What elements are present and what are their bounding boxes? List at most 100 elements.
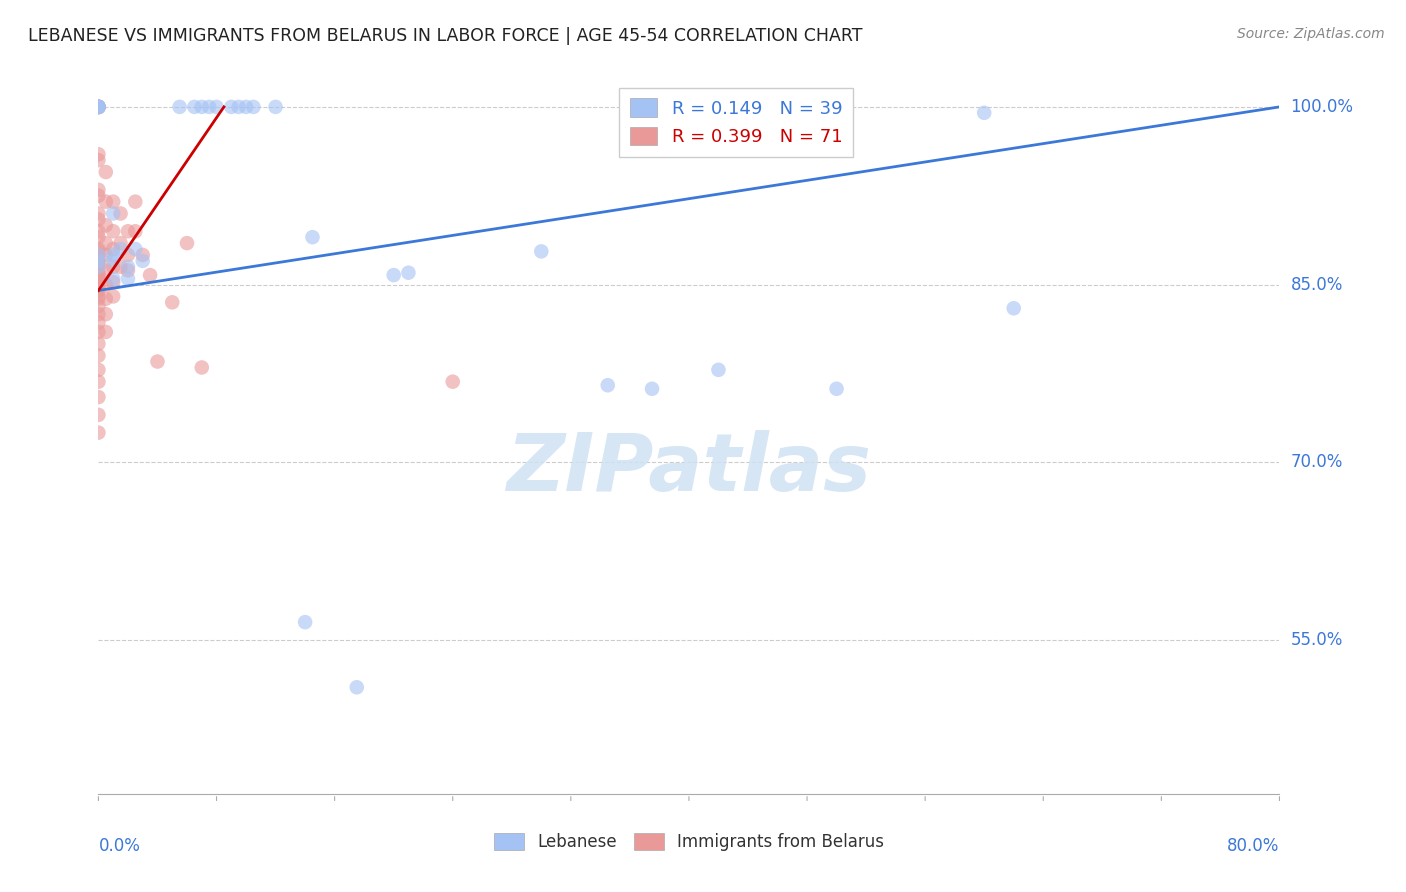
Point: [264, 100, 287, 114]
Point: [87, 248, 110, 262]
Point: [198, 100, 221, 114]
Text: Source: ZipAtlas.com: Source: ZipAtlas.com: [1237, 27, 1385, 41]
Point: [87, 299, 110, 313]
Point: [117, 263, 139, 277]
Point: [87, 349, 110, 363]
Point: [87, 100, 110, 114]
Point: [162, 295, 183, 310]
Point: [110, 206, 132, 220]
Point: [87, 100, 110, 114]
Point: [228, 100, 250, 114]
Point: [87, 363, 110, 377]
Point: [124, 242, 146, 256]
Point: [191, 100, 214, 114]
Point: [87, 253, 110, 268]
Point: [87, 256, 110, 270]
Point: [117, 271, 139, 285]
Point: [87, 266, 110, 280]
Point: [87, 307, 110, 321]
Text: 100.0%: 100.0%: [1291, 98, 1354, 116]
Point: [139, 268, 162, 282]
Point: [103, 260, 125, 274]
Point: [87, 280, 110, 294]
Point: [87, 188, 110, 202]
Point: [1002, 301, 1025, 316]
Point: [94, 307, 117, 321]
Point: [87, 100, 110, 114]
Point: [441, 375, 464, 389]
Point: [641, 382, 664, 396]
Point: [87, 100, 110, 114]
Point: [94, 325, 117, 339]
Point: [103, 194, 125, 209]
Point: [301, 230, 323, 244]
Point: [103, 253, 125, 268]
Point: [124, 194, 146, 209]
Point: [87, 224, 110, 238]
Text: 70.0%: 70.0%: [1291, 453, 1343, 471]
Text: 80.0%: 80.0%: [1227, 838, 1279, 855]
Point: [103, 275, 125, 289]
Point: [94, 292, 117, 306]
Point: [87, 336, 110, 351]
Point: [242, 100, 264, 114]
Point: [530, 244, 553, 259]
Point: [87, 325, 110, 339]
Point: [87, 100, 110, 114]
Point: [87, 260, 110, 274]
Point: [973, 105, 995, 120]
Point: [87, 242, 110, 256]
Point: [183, 100, 205, 114]
Point: [94, 263, 117, 277]
Point: [132, 253, 155, 268]
Point: [87, 425, 110, 440]
Point: [235, 100, 257, 114]
Point: [87, 271, 110, 285]
Point: [87, 100, 110, 114]
Point: [191, 360, 214, 375]
Point: [94, 248, 117, 262]
Point: [103, 289, 125, 303]
Point: [87, 100, 110, 114]
Point: [94, 277, 117, 292]
Point: [87, 100, 110, 114]
Point: [146, 354, 169, 368]
Point: [87, 375, 110, 389]
Text: 55.0%: 55.0%: [1291, 631, 1343, 648]
Point: [87, 100, 110, 114]
Point: [87, 248, 110, 262]
Point: [87, 390, 110, 404]
Point: [124, 224, 146, 238]
Point: [103, 242, 125, 256]
Point: [87, 289, 110, 303]
Point: [205, 100, 228, 114]
Text: LEBANESE VS IMMIGRANTS FROM BELARUS IN LABOR FORCE | AGE 45-54 CORRELATION CHART: LEBANESE VS IMMIGRANTS FROM BELARUS IN L…: [28, 27, 863, 45]
Point: [94, 236, 117, 251]
Point: [94, 194, 117, 209]
Point: [94, 165, 117, 179]
Point: [103, 248, 125, 262]
Text: ZIPatlas: ZIPatlas: [506, 430, 872, 508]
Point: [110, 242, 132, 256]
Point: [176, 236, 198, 251]
Point: [87, 100, 110, 114]
Point: [87, 408, 110, 422]
Point: [103, 224, 125, 238]
Point: [103, 271, 125, 285]
Text: 85.0%: 85.0%: [1291, 276, 1343, 293]
Point: [87, 275, 110, 289]
Point: [87, 284, 110, 298]
Point: [87, 244, 110, 259]
Point: [87, 183, 110, 197]
Point: [596, 378, 619, 392]
Point: [110, 236, 132, 251]
Point: [117, 248, 139, 262]
Text: 0.0%: 0.0%: [98, 838, 141, 855]
Point: [346, 680, 368, 694]
Legend: Lebanese, Immigrants from Belarus: Lebanese, Immigrants from Belarus: [488, 826, 890, 858]
Point: [294, 615, 316, 629]
Point: [117, 260, 139, 274]
Point: [87, 316, 110, 330]
Point: [87, 230, 110, 244]
Point: [87, 206, 110, 220]
